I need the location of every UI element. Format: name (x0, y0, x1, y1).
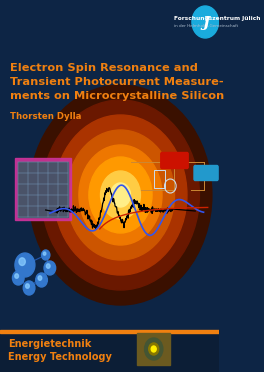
Circle shape (145, 338, 163, 360)
Circle shape (101, 171, 140, 219)
Text: Thorsten Dylla: Thorsten Dylla (10, 112, 81, 121)
Text: in der Helmholtz-Gemeinschaft: in der Helmholtz-Gemeinschaft (175, 24, 239, 28)
Bar (137, 333, 170, 365)
Circle shape (29, 85, 212, 305)
Circle shape (26, 284, 29, 288)
Circle shape (15, 274, 18, 278)
Circle shape (67, 130, 175, 260)
Circle shape (12, 271, 24, 285)
Circle shape (149, 343, 159, 355)
Bar (0, 333, 219, 372)
Text: J: J (202, 16, 210, 30)
Circle shape (79, 145, 162, 245)
Text: Energietechnik: Energietechnik (8, 339, 92, 349)
Text: Energy Technology: Energy Technology (8, 352, 112, 362)
Circle shape (38, 276, 42, 280)
Bar (15, 158, 72, 220)
Bar (154, 170, 165, 188)
Text: ments on Microcrystalline Silicon: ments on Microcrystalline Silicon (10, 91, 224, 101)
Circle shape (44, 261, 56, 275)
Circle shape (15, 253, 35, 277)
Text: Transient Photocurrent Measure-: Transient Photocurrent Measure- (10, 77, 224, 87)
Circle shape (41, 100, 199, 290)
Circle shape (23, 281, 35, 295)
Circle shape (19, 258, 25, 266)
Circle shape (41, 250, 50, 260)
Circle shape (46, 264, 50, 268)
Circle shape (54, 115, 187, 275)
Circle shape (89, 157, 152, 233)
Circle shape (43, 252, 46, 255)
Circle shape (36, 273, 47, 287)
FancyBboxPatch shape (161, 153, 188, 169)
Bar (18, 162, 68, 217)
Circle shape (192, 6, 219, 38)
Circle shape (151, 346, 156, 352)
Text: Electron Spin Resonance and: Electron Spin Resonance and (10, 63, 198, 73)
Text: Forschungszentrum Jülich: Forschungszentrum Jülich (175, 16, 261, 20)
FancyBboxPatch shape (194, 166, 218, 180)
Circle shape (111, 183, 130, 207)
Bar (0, 330, 219, 333)
